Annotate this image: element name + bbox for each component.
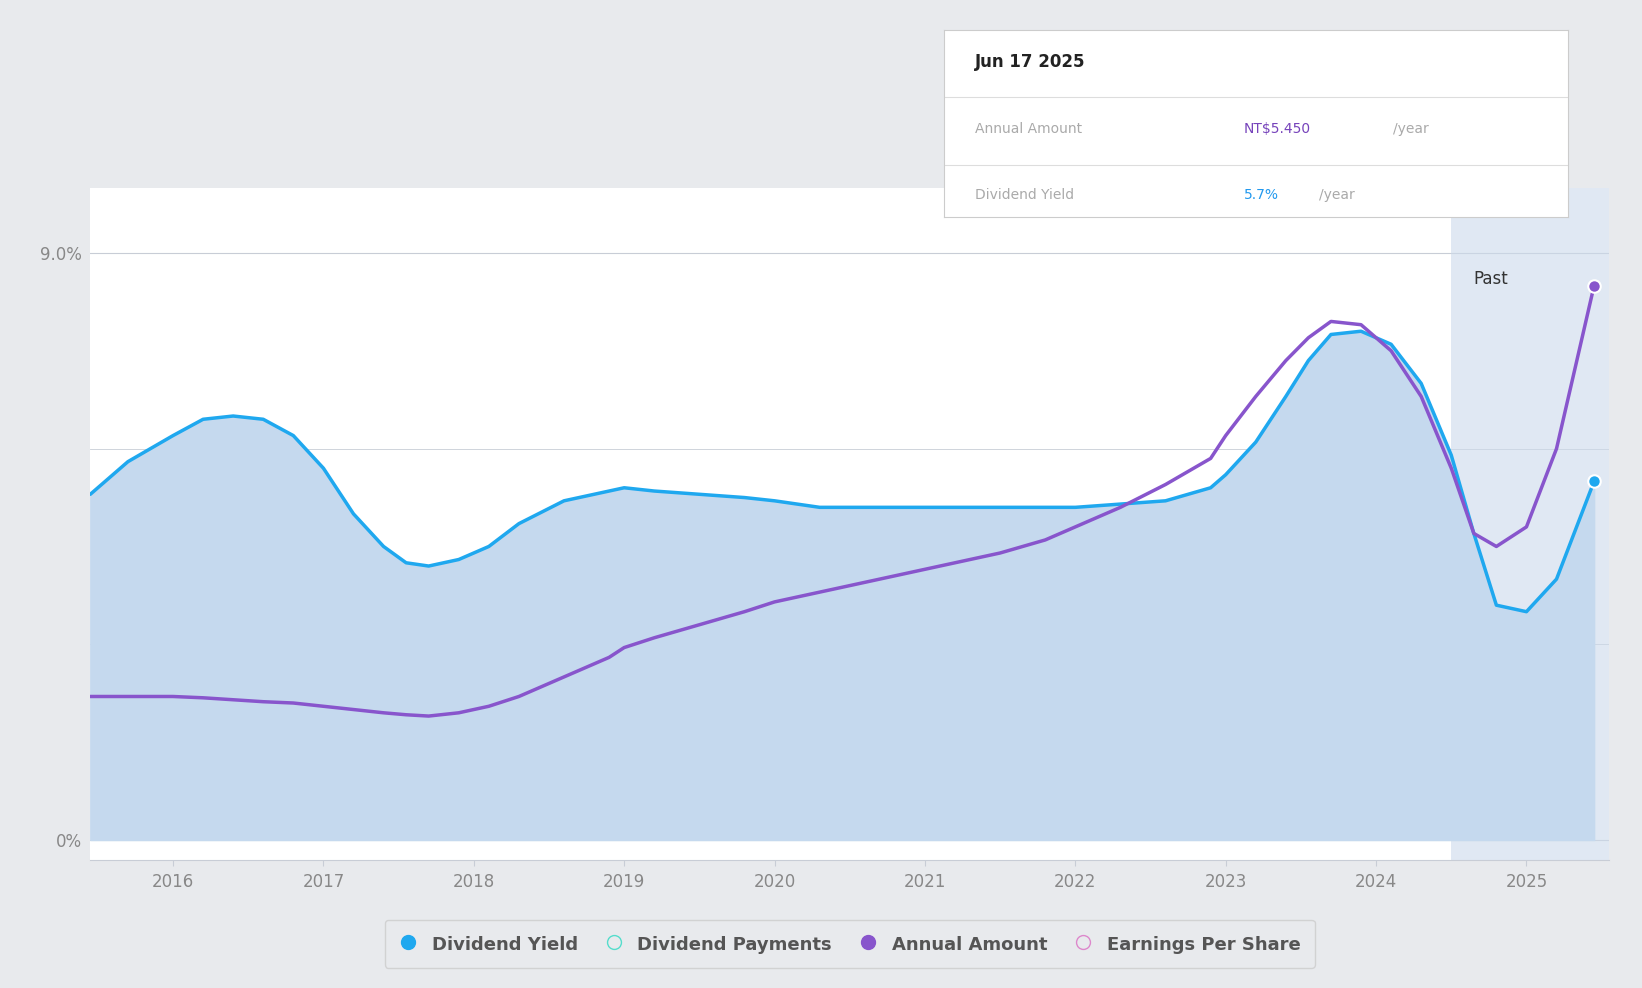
Legend: Dividend Yield, Dividend Payments, Annual Amount, Earnings Per Share: Dividend Yield, Dividend Payments, Annua… [384, 920, 1315, 968]
Text: /year: /year [1319, 188, 1355, 202]
Text: NT$5.450: NT$5.450 [1243, 123, 1310, 136]
Bar [1452, 188, 1609, 860]
Text: 5.7%: 5.7% [1243, 188, 1279, 202]
Text: /year: /year [1394, 123, 1429, 136]
Text: Past: Past [1475, 270, 1509, 288]
Text: Dividend Yield: Dividend Yield [975, 188, 1074, 202]
Text: Jun 17 2025: Jun 17 2025 [975, 52, 1085, 70]
Text: Annual Amount: Annual Amount [975, 123, 1082, 136]
